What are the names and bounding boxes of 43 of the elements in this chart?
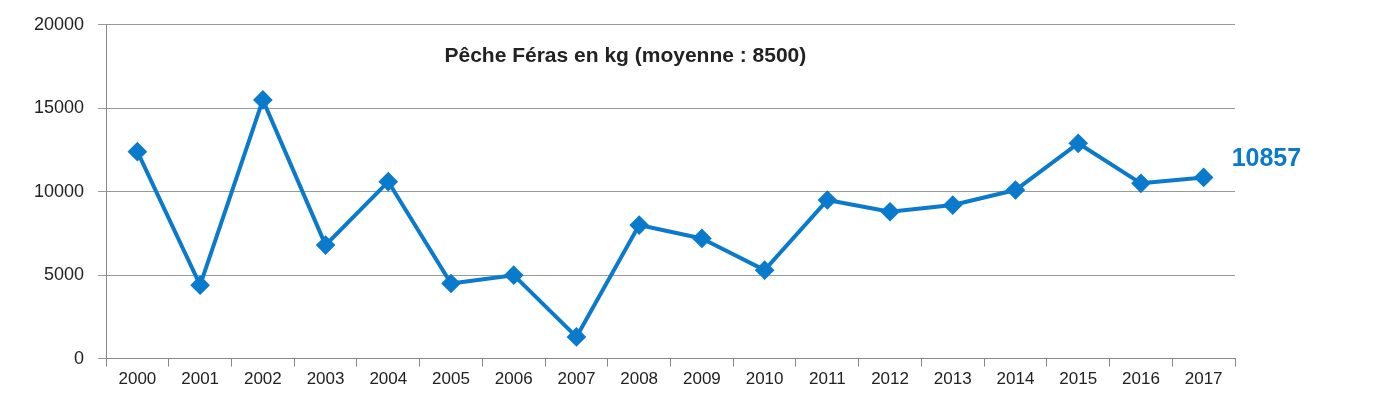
x-tick-label: 2014	[996, 369, 1035, 389]
x-tick-label: 2007	[557, 369, 596, 389]
point	[1006, 181, 1025, 200]
x-tick-label: 2012	[871, 369, 909, 389]
point	[567, 327, 586, 346]
x-tick-label: 2000	[118, 369, 157, 389]
x-tick-label: 2005	[432, 369, 470, 389]
point	[1131, 174, 1150, 193]
text: Pêche Féras en kg (moyenne : 8500)	[444, 42, 807, 66]
y-tick-label: 0	[74, 347, 85, 368]
point	[943, 196, 962, 215]
point	[1194, 168, 1213, 187]
point	[504, 266, 523, 285]
point	[316, 236, 335, 255]
x-tick-label: 2016	[1122, 369, 1160, 389]
x-tick-label: 2011	[809, 369, 846, 389]
x-tick-label: 2013	[933, 369, 972, 389]
point	[818, 191, 837, 210]
x-tick-label: 2010	[745, 369, 784, 389]
point	[379, 172, 398, 191]
y-tick-label: 10000	[33, 180, 85, 201]
point	[1069, 134, 1088, 153]
y-tick-label: 5000	[44, 264, 85, 285]
point	[191, 276, 210, 295]
point	[128, 142, 147, 161]
point	[630, 216, 649, 235]
y-tick-label: 15000	[33, 97, 85, 118]
x-tick-label: 2006	[494, 369, 533, 389]
x-tick-label: 2003	[306, 369, 345, 389]
data-label: 10857	[1231, 143, 1302, 172]
x-tick-label: 2015	[1059, 369, 1098, 389]
point	[442, 274, 461, 293]
point	[692, 229, 711, 248]
x-tick-label: 2017	[1184, 369, 1223, 389]
y-tick-label: 20000	[33, 13, 85, 34]
x-tick-label: 2002	[243, 369, 282, 389]
x-tick-label: 2001	[181, 369, 220, 389]
point	[755, 261, 774, 280]
x-tick-label: 2004	[369, 369, 408, 389]
x-tick-label: 2009	[682, 369, 721, 389]
x-tick-label: 2008	[620, 369, 659, 389]
point	[253, 90, 272, 109]
point	[881, 202, 900, 221]
